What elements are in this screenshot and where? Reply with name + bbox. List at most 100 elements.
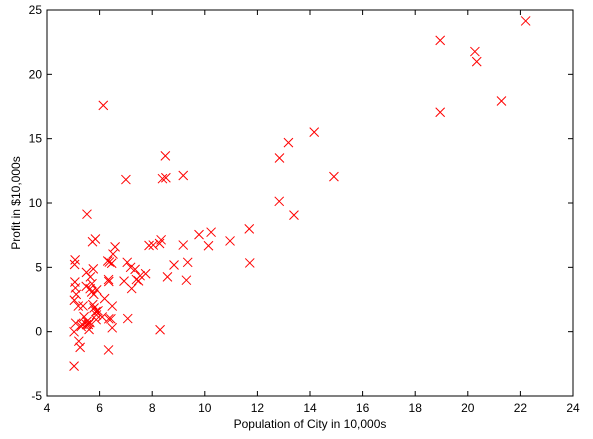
data-point <box>471 56 482 67</box>
y-axis-label: Profit in $10,000s <box>9 156 23 249</box>
data-point <box>148 240 159 250</box>
data-point <box>106 313 116 324</box>
data-point <box>169 260 179 270</box>
y-tick-label: 15 <box>29 132 43 146</box>
data-point <box>98 100 109 111</box>
data-point <box>107 322 118 333</box>
data-point <box>69 259 80 270</box>
y-tick-label: 5 <box>35 260 42 274</box>
data-point <box>178 240 189 250</box>
data-point <box>131 274 142 285</box>
data-point <box>181 275 192 286</box>
x-tick-label: 6 <box>96 401 103 415</box>
data-point <box>81 281 92 292</box>
data-point <box>89 303 99 313</box>
data-point <box>70 255 80 265</box>
data-point <box>178 170 189 181</box>
plot-area <box>46 9 574 397</box>
data-point <box>470 46 480 57</box>
y-tick-label: 25 <box>29 3 43 17</box>
x-axis-label: Population of City in 10,000s <box>234 417 387 431</box>
data-point <box>88 289 99 300</box>
data-point <box>206 227 216 238</box>
x-tick-label: 10 <box>198 401 212 415</box>
data-point <box>157 173 168 184</box>
data-point <box>435 35 446 46</box>
data-point <box>103 313 114 324</box>
data-point <box>102 256 113 266</box>
data-point <box>274 196 285 207</box>
data-point <box>77 319 87 330</box>
data-point <box>73 301 84 311</box>
data-point <box>69 295 80 306</box>
x-tick-label: 18 <box>409 401 423 415</box>
data-point <box>93 305 103 316</box>
data-point <box>90 234 101 244</box>
y-tick-label: -5 <box>31 389 42 403</box>
x-tick-label: 8 <box>149 401 156 415</box>
x-tick-label: 22 <box>514 401 528 415</box>
data-point <box>133 275 144 286</box>
y-tick-label: 0 <box>35 325 42 339</box>
data-point <box>69 326 79 337</box>
data-point <box>289 210 299 220</box>
data-point <box>122 257 133 268</box>
data-point <box>107 301 118 311</box>
data-point <box>274 153 285 163</box>
data-point <box>75 342 85 353</box>
data-point <box>122 313 133 324</box>
data-point <box>85 317 95 328</box>
data-point <box>78 301 88 311</box>
data-point <box>225 236 235 246</box>
data-point <box>76 321 87 332</box>
data-point <box>87 278 97 289</box>
data-point <box>108 249 118 259</box>
data-point <box>203 240 214 251</box>
data-point <box>126 283 137 294</box>
data-point <box>154 238 165 249</box>
data-point <box>82 209 92 220</box>
data-point <box>160 151 171 161</box>
data-point <box>283 137 294 148</box>
data-point <box>309 127 320 137</box>
data-point <box>144 240 154 251</box>
data-point <box>244 258 255 268</box>
data-point <box>329 171 339 182</box>
data-point <box>125 262 136 273</box>
data-point <box>81 267 92 278</box>
data-point <box>121 174 131 185</box>
data-point <box>182 257 193 268</box>
data-point <box>110 242 120 252</box>
data-point <box>103 276 114 287</box>
data-point <box>435 107 446 118</box>
x-tick-label: 12 <box>251 401 265 415</box>
data-point <box>161 172 171 183</box>
y-tick-label: 20 <box>29 67 43 81</box>
x-tick-label: 24 <box>566 401 580 415</box>
x-tick-label: 16 <box>356 401 370 415</box>
data-point <box>119 276 129 286</box>
x-tick-label: 14 <box>303 401 317 415</box>
data-point <box>103 274 114 285</box>
axis-ticks: 4 6 8 10 12 14 16 18 20 22 24 -5 0 5 10 15 20 25 <box>29 3 580 415</box>
x-tick-label: 20 <box>461 401 475 415</box>
data-point <box>91 314 102 325</box>
data-point <box>97 312 108 322</box>
data-point <box>88 264 99 274</box>
data-point <box>73 336 84 347</box>
data-point <box>99 293 110 304</box>
y-tick-label: 10 <box>29 196 43 210</box>
data-point <box>496 96 507 106</box>
data-point <box>155 324 165 335</box>
data-points <box>69 16 531 372</box>
data-point <box>520 16 531 26</box>
data-point <box>103 345 114 355</box>
data-point <box>162 272 173 282</box>
data-point <box>194 229 204 240</box>
data-point <box>70 277 80 287</box>
data-point <box>87 299 98 310</box>
data-point <box>69 361 79 372</box>
data-point <box>70 318 81 329</box>
data-point <box>244 224 255 234</box>
